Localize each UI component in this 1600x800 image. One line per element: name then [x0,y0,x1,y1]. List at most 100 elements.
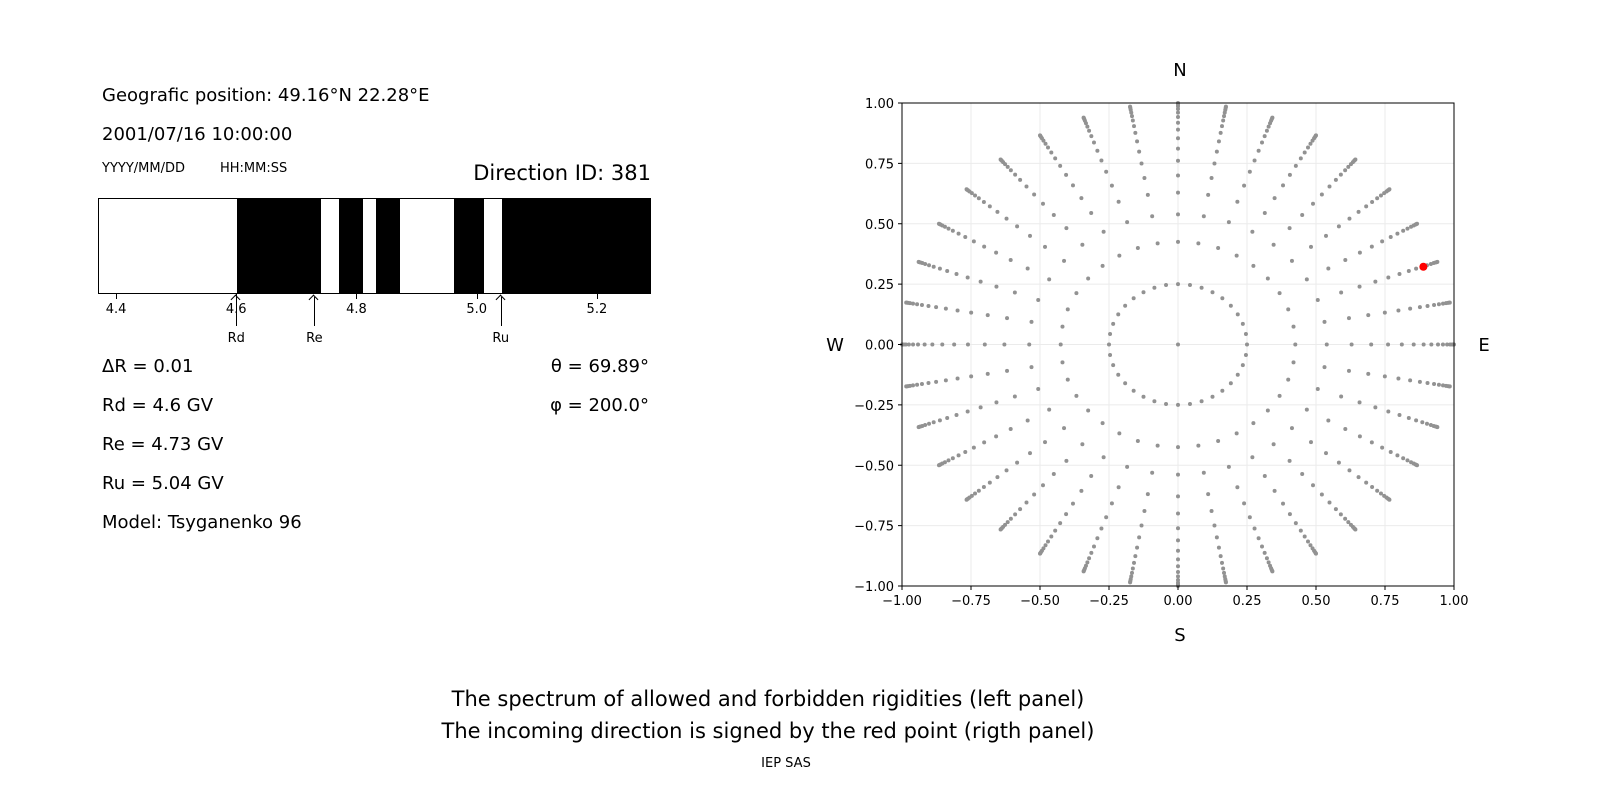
direction-point [1131,296,1136,301]
direction-point [1214,535,1219,540]
direction-point [1406,416,1411,421]
direction-point [1074,291,1079,296]
direction-point [973,193,978,198]
direction-point [1176,120,1180,125]
direction-point [1387,497,1392,502]
direction-point [1027,342,1032,347]
direction-point [1141,290,1146,295]
direction-point [1024,184,1029,189]
geo-position: Geografic position: 49.16°N 22.28°E [102,85,430,106]
direction-point [1060,324,1065,329]
direction-point [1370,199,1375,204]
direction-point [1357,284,1362,289]
direction-point [994,434,999,439]
direction-point [1289,426,1294,431]
direction-point [955,376,960,381]
direction-point [1070,183,1075,188]
direction-point [1032,192,1037,197]
direction-point [1432,382,1437,387]
direction-point [1417,379,1422,384]
direction-point [940,342,945,347]
direction-point [1005,368,1010,373]
direction-point [1252,158,1257,163]
x-tick-label: 5.2 [586,302,608,317]
direction-point [1079,488,1084,493]
direction-point [1221,566,1226,571]
direction-point [1210,290,1215,295]
direction-point [978,405,983,410]
direction-point [1235,312,1240,317]
y-tick-label: −0.75 [854,520,894,535]
direction-point [904,300,909,305]
direction-point [1305,145,1310,150]
direction-point [995,209,1000,214]
direction-point [916,259,921,264]
direction-point [1323,451,1328,456]
direction-point [1349,342,1354,347]
direction-point [1176,110,1180,115]
direction-point [1252,526,1257,531]
direction-point [1396,308,1401,313]
direction-point [954,413,959,418]
direction-point [1293,163,1298,168]
direction-point [1262,134,1267,139]
direction-point [934,379,939,384]
direction-point [1196,241,1201,246]
direction-point [911,342,916,347]
theta-value: θ = 69.89° [550,356,649,377]
x-tick [476,294,478,299]
direction-point [1206,492,1211,497]
direction-point [1432,302,1437,307]
direction-point [998,527,1003,532]
direction-point [1201,470,1206,475]
direction-point [1176,574,1180,579]
direction-point [919,382,924,387]
direction-point [1125,220,1130,225]
direction-point [1070,501,1075,506]
direction-point [1339,394,1344,399]
x-tick-label: 0.00 [1164,594,1193,609]
direction-point [1064,172,1069,177]
direction-point [1445,342,1450,347]
direction-point [1080,242,1085,247]
direction-point [1100,421,1105,426]
direction-point [906,342,911,347]
direction-point [1176,190,1180,195]
direction-point [963,235,968,240]
direction-point [1101,455,1106,460]
direction-point [1117,431,1122,436]
direction-point [1287,172,1292,177]
direction-point [1235,485,1240,490]
direction-point [1264,128,1269,133]
direction-point [1176,511,1180,516]
direction-point [1065,377,1070,382]
direction-point [1300,213,1305,218]
direction-point [1336,224,1341,229]
direction-point [1013,512,1018,517]
direction-point [1356,475,1361,480]
direction-point [1108,352,1113,357]
direction-point [1058,521,1063,526]
direction-point [1212,523,1217,528]
direction-point [994,250,999,255]
marker-label-rd: Rd [227,331,245,346]
direction-point [1128,104,1133,109]
y-tick-label: 0.25 [865,278,894,293]
direction-point [1053,156,1058,161]
direction-point [1216,438,1221,443]
direction-point [943,378,948,383]
direction-point [943,306,948,311]
direction-point [1440,342,1445,347]
direction-point [1058,163,1063,168]
direction-point [1370,485,1375,490]
direction-point [1441,383,1446,388]
direction-point [1176,494,1180,499]
x-tick-label: −0.25 [1089,594,1129,609]
phi-value: φ = 200.0° [550,395,649,416]
direction-point [930,342,935,347]
direction-point [937,418,942,423]
direction-point [1005,520,1010,525]
direction-point [1013,172,1018,177]
direction-point [1415,463,1420,468]
